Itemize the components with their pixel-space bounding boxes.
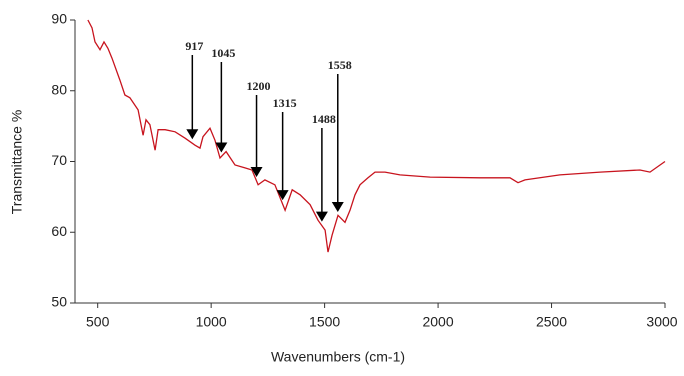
spectrum-line: [87, 19, 666, 253]
annotation-label: 1045: [211, 46, 235, 60]
annotation-arrowhead: [215, 142, 228, 153]
x-tick-label: 1500: [309, 314, 340, 330]
y-tick-label: 50: [51, 294, 67, 310]
annotation-arrowhead: [250, 166, 263, 177]
annotation-arrowhead: [276, 190, 289, 201]
x-tick-label: 500: [86, 314, 110, 330]
y-tick-label: 60: [51, 223, 67, 239]
annotation-label: 917: [185, 39, 203, 53]
x-tick-label: 1000: [196, 314, 227, 330]
annotation-arrowhead: [315, 211, 328, 222]
x-tick-label: 2500: [536, 314, 567, 330]
annotation-label: 1315: [273, 96, 297, 110]
annotation-arrowhead: [186, 129, 199, 140]
y-tick-label: 90: [51, 11, 67, 27]
annotation-arrowhead: [331, 202, 344, 213]
y-tick-label: 70: [51, 152, 67, 168]
y-tick-label: 80: [51, 81, 67, 97]
x-tick-label: 2000: [422, 314, 453, 330]
x-tick-label: 3000: [646, 314, 677, 330]
annotation-label: 1488: [312, 112, 336, 126]
annotation-label: 1558: [328, 58, 352, 72]
x-axis-label: Wavenumbers (cm-1): [271, 349, 405, 365]
y-axis-label: Transmittance %: [9, 110, 25, 215]
annotation-label: 1200: [247, 79, 271, 93]
